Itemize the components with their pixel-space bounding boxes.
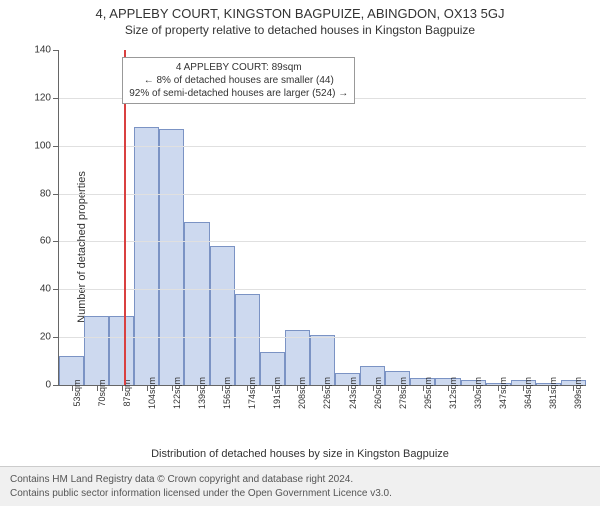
bar-slot: 381sqm — [536, 50, 561, 385]
x-tick-label: 104sqm — [147, 377, 157, 409]
x-tick-label: 191sqm — [272, 377, 282, 409]
y-tick-label: 60 — [40, 236, 51, 247]
bar-slot: 278sqm — [385, 50, 410, 385]
annotation-box: 4 APPLEBY COURT: 89sqm← 8% of detached h… — [122, 57, 355, 104]
bar-slot: 399sqm — [561, 50, 586, 385]
y-tick — [53, 146, 59, 147]
footer: Contains HM Land Registry data © Crown c… — [0, 466, 600, 506]
chart-area: Number of detached properties 53sqm70sqm… — [0, 50, 600, 444]
annotation-line: ← 8% of detached houses are smaller (44) — [129, 74, 348, 87]
y-tick-label: 80 — [40, 188, 51, 199]
page-title: 4, APPLEBY COURT, KINGSTON BAGPUIZE, ABI… — [0, 6, 600, 21]
y-tick — [53, 194, 59, 195]
x-tick-label: 399sqm — [573, 377, 583, 409]
x-tick-label: 330sqm — [473, 377, 483, 409]
gridline — [59, 146, 586, 147]
bar — [235, 294, 260, 385]
bar-slot: 364sqm — [511, 50, 536, 385]
x-tick-label: 260sqm — [373, 377, 383, 409]
bar — [84, 316, 109, 385]
plot-region: 53sqm70sqm87sqm104sqm122sqm139sqm156sqm1… — [58, 50, 586, 386]
y-tick-label: 20 — [40, 332, 51, 343]
x-tick-label: 139sqm — [197, 377, 207, 409]
x-tick-label: 243sqm — [348, 377, 358, 409]
bar-slot: 70sqm — [84, 50, 109, 385]
gridline — [59, 241, 586, 242]
x-tick-label: 278sqm — [398, 377, 408, 409]
x-tick-label: 208sqm — [297, 377, 307, 409]
x-tick-label: 312sqm — [448, 377, 458, 409]
y-tick-label: 120 — [34, 92, 51, 103]
footer-line-2: Contains public sector information licen… — [10, 487, 590, 501]
y-tick-label: 140 — [34, 45, 51, 56]
x-tick-label: 381sqm — [548, 377, 558, 409]
x-tick-label: 347sqm — [498, 377, 508, 409]
y-tick — [53, 337, 59, 338]
bar-slot: 295sqm — [410, 50, 435, 385]
gridline — [59, 289, 586, 290]
bar — [134, 127, 159, 385]
x-tick-label: 364sqm — [523, 377, 533, 409]
bar — [109, 316, 134, 385]
y-tick — [53, 385, 59, 386]
y-tick-label: 100 — [34, 140, 51, 151]
bar — [210, 246, 235, 385]
annotation-line: 92% of semi-detached houses are larger (… — [129, 87, 348, 100]
x-tick-label: 226sqm — [322, 377, 332, 409]
gridline — [59, 337, 586, 338]
y-tick — [53, 241, 59, 242]
x-tick-label: 87sqm — [122, 379, 132, 406]
y-tick-label: 0 — [45, 380, 51, 391]
y-tick — [53, 289, 59, 290]
footer-line-1: Contains HM Land Registry data © Crown c… — [10, 473, 590, 487]
x-tick-label: 174sqm — [247, 377, 257, 409]
y-tick-label: 40 — [40, 284, 51, 295]
x-tick-label: 122sqm — [172, 377, 182, 409]
annotation-line: 4 APPLEBY COURT: 89sqm — [129, 61, 348, 74]
x-tick-label: 53sqm — [72, 379, 82, 406]
x-tick-label: 70sqm — [97, 379, 107, 406]
x-tick-label: 156sqm — [222, 377, 232, 409]
x-axis-label: Distribution of detached houses by size … — [0, 448, 600, 460]
y-tick — [53, 98, 59, 99]
bar-slot: 312sqm — [435, 50, 460, 385]
bar — [184, 222, 209, 385]
y-tick — [53, 50, 59, 51]
bar-slot: 260sqm — [360, 50, 385, 385]
page-subtitle: Size of property relative to detached ho… — [0, 23, 600, 37]
bar-slot: 53sqm — [59, 50, 84, 385]
bar-slot: 330sqm — [461, 50, 486, 385]
bar — [159, 129, 184, 385]
x-tick-label: 295sqm — [423, 377, 433, 409]
gridline — [59, 194, 586, 195]
bar-slot: 347sqm — [486, 50, 511, 385]
